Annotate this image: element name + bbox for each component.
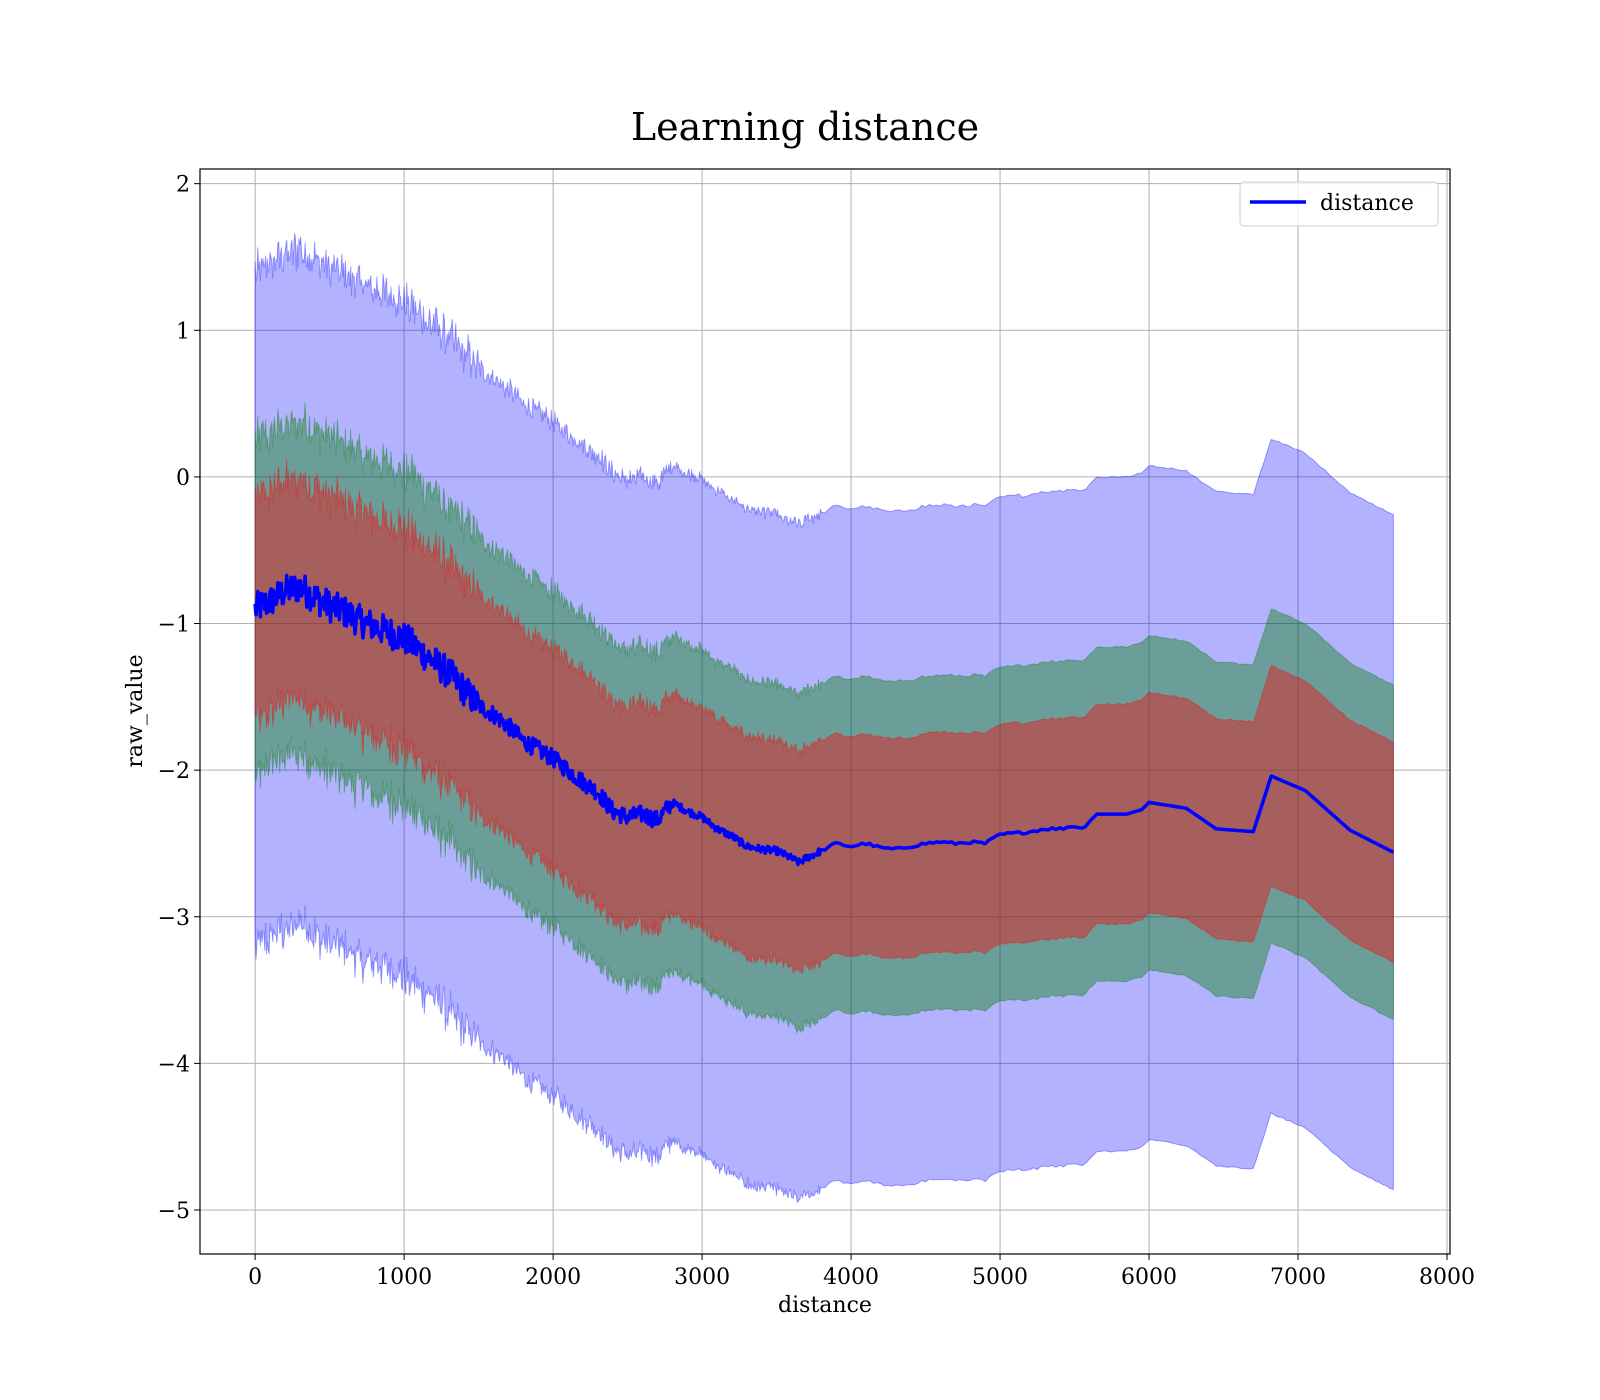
x-tick-label: 6000 — [1121, 1265, 1177, 1290]
y-axis: 2 1 0 −1 −2 −3 −4 −5 — [158, 173, 200, 1224]
band-3-sigma — [254, 233, 1394, 1203]
y-tick-label: −3 — [158, 906, 190, 931]
band-2-sigma — [254, 401, 1394, 1035]
y-tick-label: 1 — [176, 319, 190, 344]
x-tick-label: 4000 — [823, 1265, 879, 1290]
legend: distance — [1239, 181, 1439, 227]
series-layer — [253, 573, 1395, 867]
y-tick-label: −1 — [158, 613, 190, 638]
x-tick-label: 3000 — [674, 1265, 730, 1290]
y-tick-label: −2 — [158, 759, 190, 784]
x-tick-label: 0 — [248, 1265, 262, 1290]
x-tick-label: 5000 — [972, 1265, 1028, 1290]
y-tick-label: −5 — [158, 1199, 190, 1224]
y-tick-label: −4 — [158, 1052, 190, 1077]
x-axis: 0 1000 2000 3000 4000 5000 6000 7000 8000 — [248, 1254, 1475, 1290]
band-1-sigma — [254, 457, 1394, 975]
y-axis-label: raw_value — [123, 654, 148, 767]
y-tick-label: 2 — [176, 173, 190, 198]
confidence-bands — [254, 233, 1394, 1203]
y-tick-label: 0 — [176, 466, 190, 491]
x-axis-label: distance — [778, 1293, 872, 1318]
series-line-distance — [253, 573, 1395, 867]
chart-title: Learning distance — [631, 105, 979, 149]
x-tick-label: 2000 — [525, 1265, 581, 1290]
x-tick-label: 8000 — [1419, 1265, 1475, 1290]
plot-frame — [199, 168, 1451, 1255]
legend-label-distance: distance — [1320, 191, 1414, 216]
grid — [200, 169, 1450, 1254]
legend-box — [1239, 181, 1439, 227]
x-tick-label: 7000 — [1270, 1265, 1326, 1290]
x-tick-label: 1000 — [376, 1265, 432, 1290]
